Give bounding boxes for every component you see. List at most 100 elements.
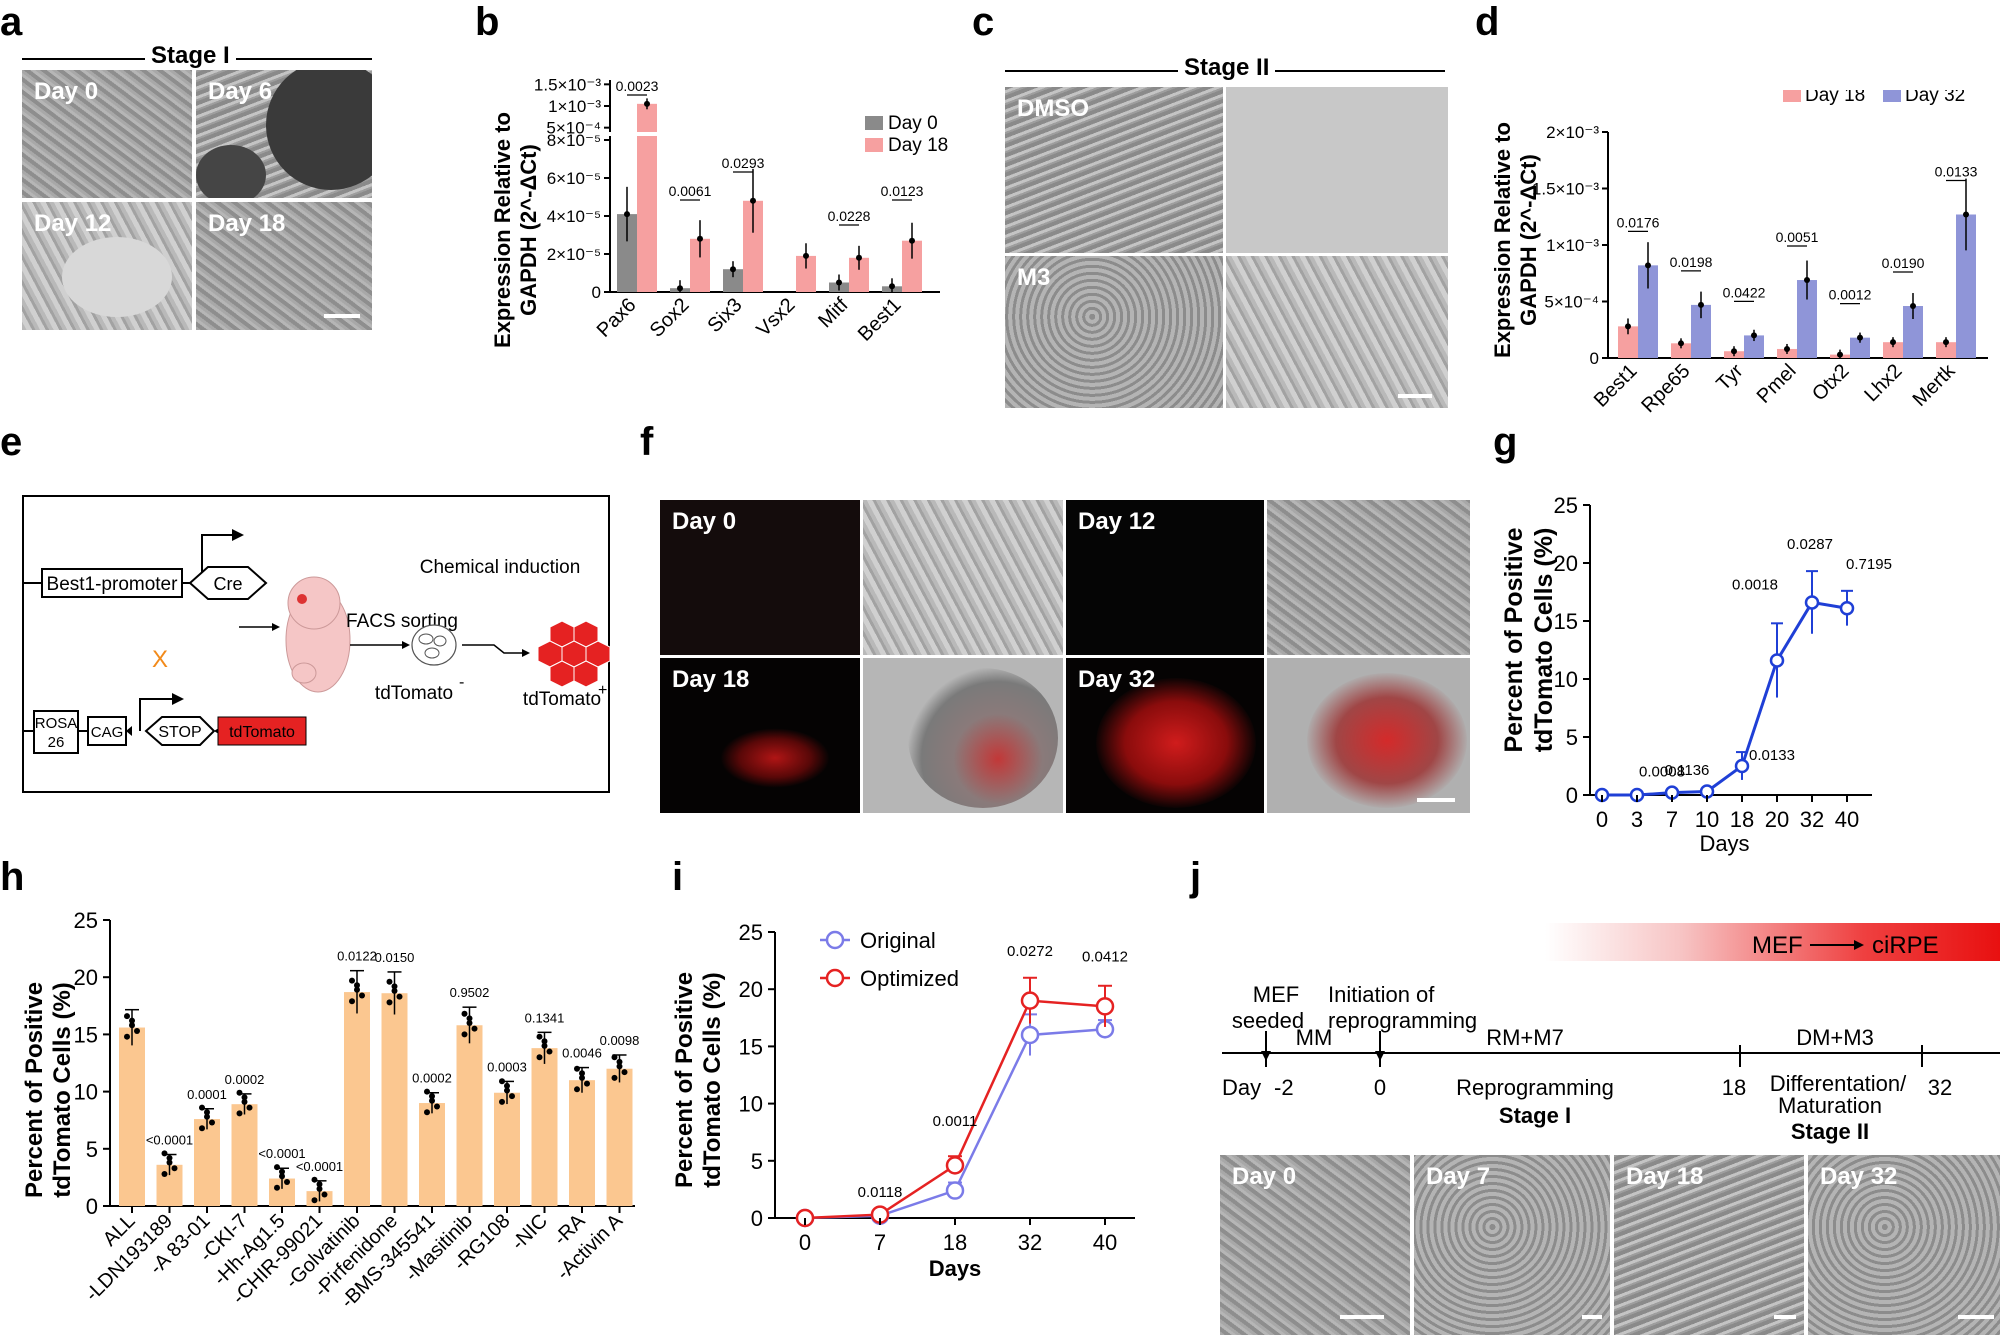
bar: [1797, 280, 1817, 358]
x-axis-label: Days: [1699, 831, 1749, 856]
data-point: [1943, 339, 1949, 346]
data-point: [1698, 301, 1704, 308]
data-point: [504, 1082, 510, 1089]
pos-label: tdTomato: [523, 689, 601, 710]
data-point: [611, 1054, 618, 1061]
image-label: M3: [1017, 264, 1051, 291]
data-point: [1784, 345, 1790, 352]
micrograph: Day 0: [1220, 1155, 1410, 1335]
y-tick-label: 15: [739, 1034, 763, 1059]
y-tick-label: 0: [1566, 783, 1578, 808]
data-point: [1890, 339, 1896, 346]
y-tick-label: 1×10⁻³: [548, 97, 601, 116]
gradient-end-label: ciRPE: [1872, 932, 1939, 959]
chart-h: Percent of Positive tdTomato Cells (%) 0 5…: [21, 908, 639, 1313]
timeline-label: Stage I: [1499, 1103, 1571, 1128]
bar: [381, 993, 408, 1206]
data-point: [945, 1181, 965, 1200]
fluorescence-image: Day 0: [660, 500, 860, 655]
stage-title: Stage II: [1178, 54, 1276, 82]
bar: [1903, 306, 1923, 358]
data-point: [424, 1088, 430, 1095]
rpe-cluster-icon: [537, 620, 611, 688]
data-point: [166, 1159, 173, 1166]
data-point: [574, 1086, 580, 1093]
chart-d: Expression Relative to GAPDH (2^-ΔCt) 0 5×…: [1490, 90, 1988, 417]
data-point: [161, 1170, 168, 1177]
data-point: [124, 1033, 130, 1040]
y-tick-label: 2×10⁻³: [1546, 123, 1599, 142]
data-point: [1095, 997, 1115, 1016]
bar: [796, 255, 816, 292]
legend-label: Day 18: [888, 135, 948, 156]
pos-sup: +: [598, 682, 607, 699]
arrow-icon: [1854, 940, 1864, 950]
y-axis-label: tdTomato Cells (%): [699, 972, 726, 1188]
p-value: 0.0176: [1617, 214, 1660, 230]
x-tick-label: 40: [1835, 807, 1859, 832]
legend-marker: [825, 968, 845, 988]
chart-b: Expression Relative to GAPDH (2^-ΔCt) 0 2×…: [490, 75, 948, 348]
bar: [723, 269, 743, 292]
image-label: DMSO: [1017, 95, 1089, 122]
bar: [456, 1025, 483, 1206]
scale-bar: [1582, 1315, 1602, 1319]
data-point: [134, 1027, 140, 1034]
data-point: [1963, 211, 1969, 218]
x-tick-label: Vsx2: [753, 294, 800, 341]
micrograph: Day 18: [196, 202, 372, 330]
bar: [194, 1119, 220, 1206]
timeline-label: Reprogramming: [1456, 1075, 1614, 1100]
scale-bar: [1340, 1315, 1384, 1319]
data-point: [836, 279, 842, 286]
cells-icon: [411, 624, 457, 666]
data-point: [1839, 600, 1855, 616]
p-value: 0.0008: [1639, 763, 1685, 780]
image-label: Day 32: [1820, 1163, 1898, 1190]
p-value: 0.0061: [669, 183, 712, 199]
neg-sup: -: [459, 674, 464, 691]
legend-label: Day 32: [1905, 90, 1965, 106]
p-value: 0.0003: [487, 1059, 527, 1074]
y-tick-label: 5×10⁻⁴: [546, 119, 601, 138]
data-point: [579, 1074, 585, 1081]
x-tick-label: 32: [1800, 807, 1824, 832]
data-point: [1910, 303, 1916, 310]
p-value: 0.0228: [828, 208, 871, 224]
p-value: 0.0051: [1776, 229, 1819, 245]
data-point: [574, 1065, 580, 1072]
x-tick-label: 7: [1666, 807, 1678, 832]
bar: [849, 257, 869, 292]
p-value: <0.0001: [146, 1133, 193, 1148]
brightfield-image: [863, 500, 1063, 655]
data-point: [274, 1164, 280, 1171]
bar: [419, 1103, 445, 1206]
data-point: [171, 1165, 178, 1172]
data-point: [204, 1109, 210, 1116]
legend-label: Day 0: [888, 113, 938, 134]
panel-label-a: a: [0, 0, 23, 44]
data-point: [541, 1038, 548, 1045]
bar: [1936, 342, 1956, 358]
arrow-icon: [232, 529, 244, 541]
panel-label-f: f: [640, 420, 654, 464]
tdtomato-label: tdTomato: [229, 724, 295, 741]
data-point: [945, 1156, 965, 1175]
data-point: [584, 1080, 590, 1087]
data-point: [466, 1019, 473, 1026]
y-axis-label: Percent of Positive: [671, 972, 698, 1188]
p-value: <0.0001: [258, 1146, 305, 1161]
bar: [344, 992, 370, 1206]
y-axis-label: GAPDH (2^-ΔCt): [516, 144, 541, 316]
p-value: 0.0412: [1082, 948, 1128, 965]
x-tick-label: Mertk: [1909, 359, 1961, 411]
data-point: [279, 1168, 285, 1175]
y-tick-label: 20: [1554, 551, 1578, 576]
bar: [119, 1027, 145, 1206]
y-axis-label: Expression Relative to: [490, 112, 515, 348]
y-axis-label: Expression Relative to: [1490, 122, 1515, 358]
data-point: [1734, 758, 1750, 774]
micrograph: [1226, 256, 1448, 408]
schematic-e: Best1-promoter Cre X ROSA 26 CAG STOP td…: [22, 495, 611, 793]
x-tick-label: Rpe65: [1637, 360, 1694, 417]
